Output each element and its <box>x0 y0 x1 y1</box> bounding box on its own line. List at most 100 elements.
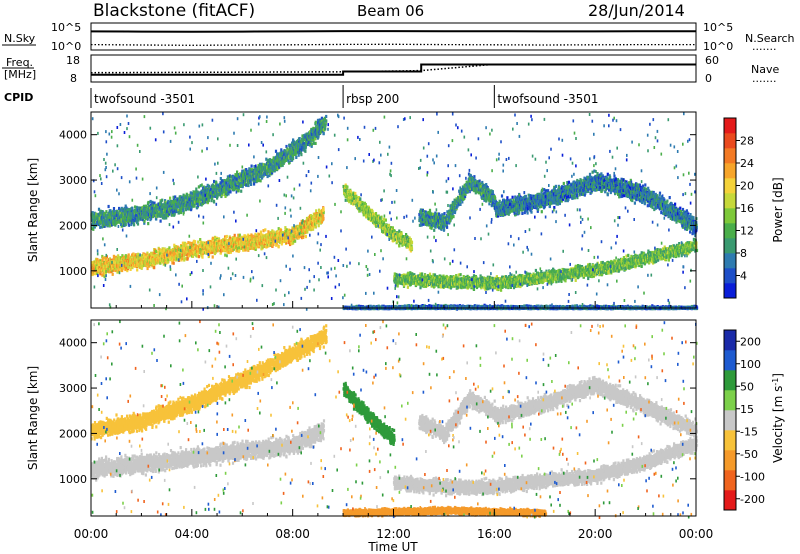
data-cell <box>194 240 197 244</box>
data-cell <box>181 253 184 257</box>
site-title: Blackstone (fitACF) <box>93 1 255 21</box>
data-cell <box>104 261 107 265</box>
data-cell <box>201 245 204 249</box>
data-cell <box>160 248 163 252</box>
data-cell <box>234 236 237 240</box>
data-cell <box>237 233 240 237</box>
data-cell <box>180 250 183 254</box>
data-cell <box>173 212 176 216</box>
data-cell <box>112 254 115 258</box>
data-cell <box>123 255 126 259</box>
freq-unit-label: [MHz] <box>4 68 36 81</box>
data-cell <box>259 230 262 234</box>
data-cell <box>190 249 193 253</box>
data-cell <box>322 208 325 212</box>
data-cell <box>181 256 184 261</box>
data-cell <box>93 267 96 271</box>
data-cell <box>221 249 224 253</box>
data-cell <box>218 239 221 244</box>
data-cell <box>116 270 119 274</box>
data-cell <box>266 158 269 162</box>
data-cell <box>176 245 179 249</box>
freq-series-line <box>91 63 696 76</box>
data-cell <box>195 187 198 191</box>
data-cell <box>180 246 183 250</box>
data-cell <box>139 264 142 268</box>
data-cell <box>192 242 195 246</box>
data-cell <box>214 235 217 239</box>
data-cell <box>111 272 114 276</box>
data-cell <box>150 251 153 255</box>
nave-tick-high: 60 <box>705 54 719 67</box>
data-cell <box>159 261 162 265</box>
data-cell <box>167 257 170 262</box>
data-cell <box>103 269 106 273</box>
data-cell <box>163 251 166 255</box>
data-cell <box>180 210 183 214</box>
data-cell <box>250 182 253 186</box>
data-cell <box>294 239 297 243</box>
data-cell <box>136 268 139 272</box>
data-cell <box>178 247 181 251</box>
data-cell <box>131 266 134 270</box>
data-cell <box>161 198 164 202</box>
data-cell <box>246 247 249 251</box>
data-cell <box>238 233 241 237</box>
data-cell <box>314 225 317 229</box>
data-cell <box>149 262 152 266</box>
data-cell <box>102 265 106 269</box>
data-cell <box>322 214 325 218</box>
data-cell <box>216 242 219 246</box>
data-cell <box>147 222 150 226</box>
data-cell <box>137 261 140 265</box>
noise-series-nsky <box>90 30 696 33</box>
noise-tick-low: 10^0 <box>51 40 81 53</box>
data-cell <box>173 243 176 247</box>
data-cell <box>250 164 253 168</box>
data-cell <box>117 257 121 261</box>
data-cell <box>226 239 229 243</box>
data-cell <box>105 210 108 214</box>
data-cell <box>227 250 230 254</box>
cpid-segment-label: twofsound -3501 <box>497 92 598 106</box>
data-cell <box>185 242 188 246</box>
data-cell <box>127 265 130 269</box>
data-cell <box>120 222 123 226</box>
data-cell <box>102 256 105 260</box>
data-cell <box>226 250 229 254</box>
data-cell <box>165 249 168 253</box>
data-cell <box>137 252 140 256</box>
data-cell <box>202 247 205 251</box>
nave-series-line <box>90 63 696 74</box>
data-cell <box>154 249 157 253</box>
data-cell <box>197 255 200 259</box>
data-cell <box>149 258 152 262</box>
data-cell <box>98 266 101 270</box>
data-cell <box>162 262 165 266</box>
data-cell <box>166 251 169 255</box>
data-cell <box>191 254 195 258</box>
data-cell <box>207 198 210 202</box>
data-cell <box>197 240 200 244</box>
data-cell <box>250 234 254 238</box>
data-cell <box>109 270 112 274</box>
data-cell <box>105 257 108 261</box>
data-cell <box>213 200 216 204</box>
data-cell <box>129 255 132 259</box>
data-cell <box>317 224 320 228</box>
data-cell <box>244 234 247 238</box>
data-cell <box>121 254 124 258</box>
data-cell <box>101 254 104 259</box>
data-cell <box>243 236 246 240</box>
nave-label: Nave <box>751 63 779 76</box>
data-cell <box>229 239 232 243</box>
data-cell <box>171 261 174 265</box>
data-cell <box>219 251 222 255</box>
data-cell <box>187 241 190 245</box>
noise-right-tick-high: 10^5 <box>703 21 733 34</box>
data-cell <box>136 222 140 226</box>
data-cell <box>114 255 118 259</box>
data-cell <box>213 179 216 184</box>
data-cell <box>231 248 234 253</box>
data-cell <box>224 253 227 257</box>
